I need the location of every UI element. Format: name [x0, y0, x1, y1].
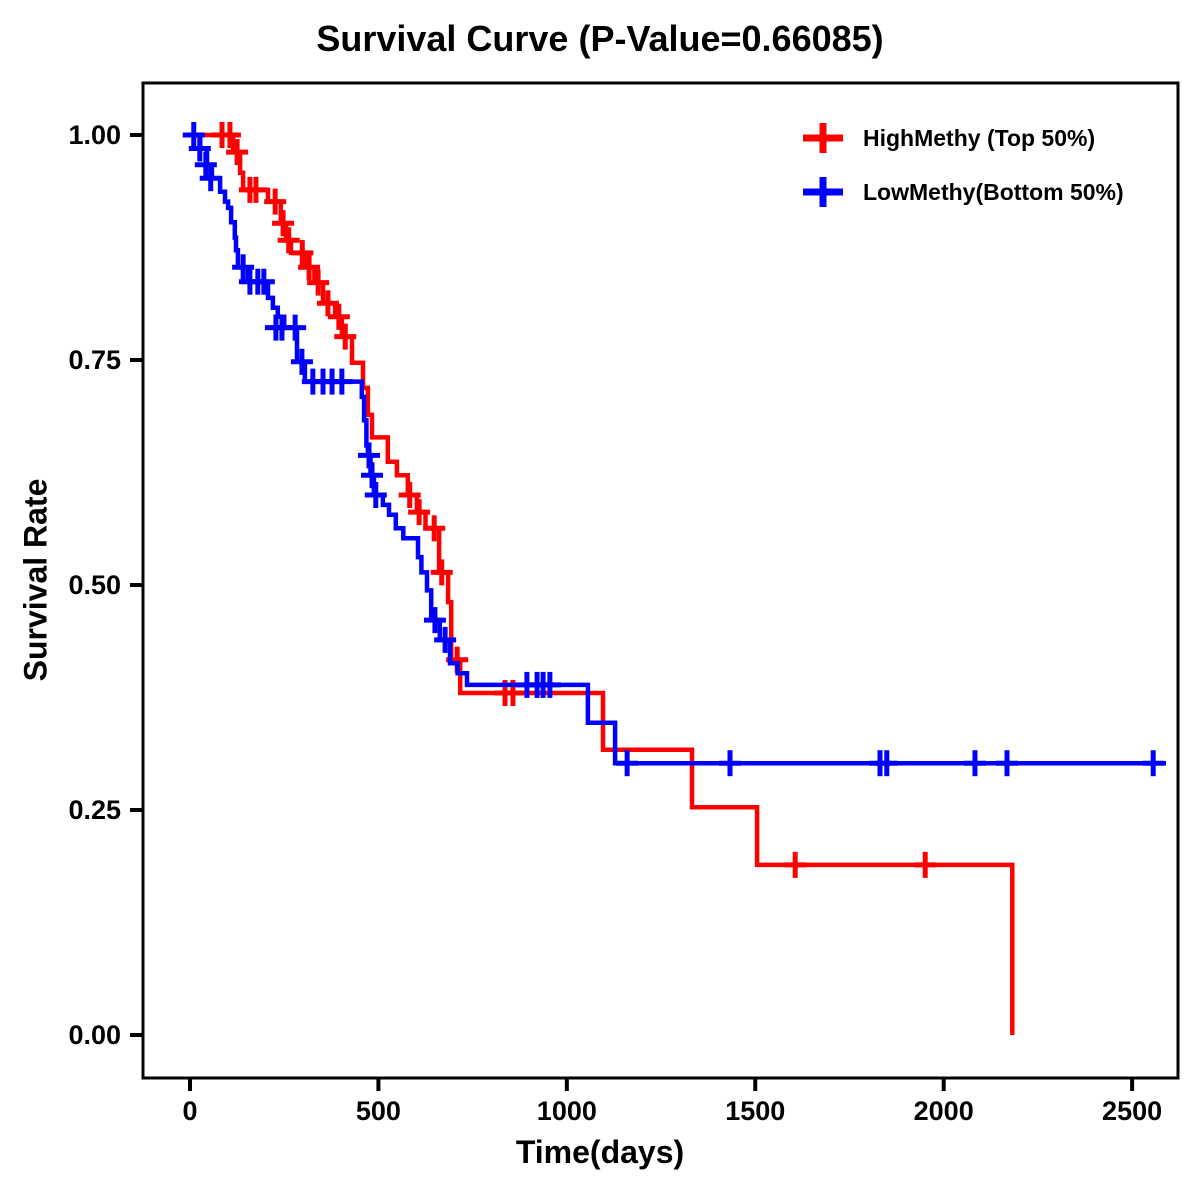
legend-item-lowmethy: LowMethy(Bottom 50%) [795, 170, 1124, 214]
x-tick-label: 1000 [537, 1096, 597, 1126]
y-tick-label: 0.50 [68, 570, 121, 600]
survival-curve-lowmethy [190, 132, 1166, 766]
legend-item-highmethy: HighMethy (Top 50%) [795, 116, 1124, 160]
plus-icon [803, 177, 843, 207]
legend-label-highmethy: HighMethy (Top 50%) [863, 124, 1096, 151]
plot-frame [141, 81, 1180, 1080]
x-tick-label: 1500 [725, 1096, 785, 1126]
x-tick-label: 2500 [1102, 1096, 1162, 1126]
y-tick-label: 0.25 [68, 795, 121, 825]
y-tick-label: 1.00 [68, 120, 121, 150]
y-tick-label: 0.75 [68, 345, 121, 375]
survival-curve-highmethy [190, 132, 1015, 1035]
x-tick-label: 0 [182, 1096, 197, 1126]
x-tick-label: 500 [356, 1096, 401, 1126]
y-tick-label: 0.00 [68, 1020, 121, 1050]
plus-icon [803, 123, 843, 153]
legend: HighMethy (Top 50%) LowMethy(Bottom 50%) [795, 116, 1124, 214]
x-tick-label: 2000 [914, 1096, 974, 1126]
legend-label-lowmethy: LowMethy(Bottom 50%) [863, 178, 1124, 205]
x-axis-label: Time(days) [515, 1134, 685, 1170]
chart-title: Survival Curve (P-Value=0.66085) [316, 18, 884, 59]
